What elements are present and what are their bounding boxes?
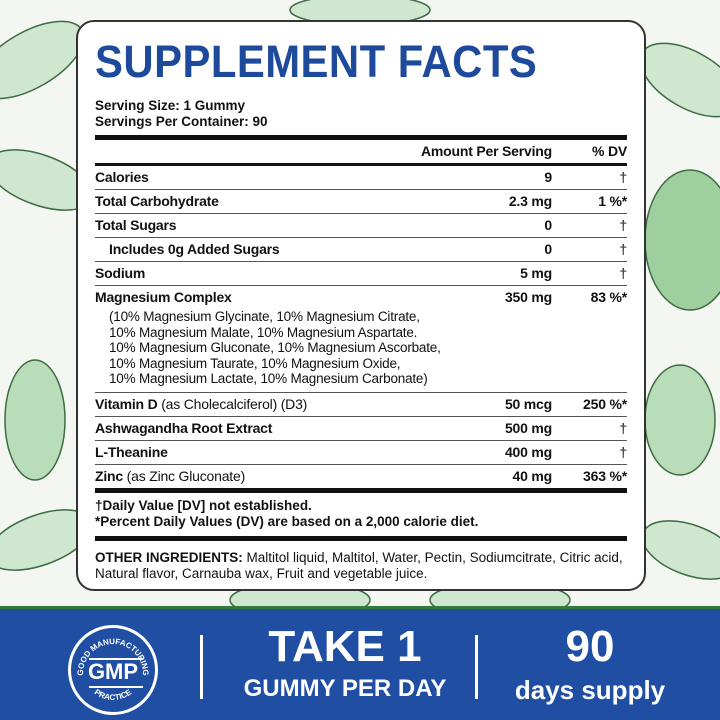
amount: 2.3 mg: [508, 193, 552, 209]
nutrient-detail: (as Cholecalciferol) (D3): [157, 395, 308, 412]
svg-text:PRACTICE: PRACTICE: [93, 687, 134, 702]
magnesium-line: 10% Magnesium Malate, 10% Magnesium Aspa…: [109, 324, 418, 340]
amount: 400 mg: [504, 443, 552, 460]
gummy-per-day-text: GUMMY PER DAY: [243, 675, 447, 702]
nutrient-name: Magnesium Complex: [95, 289, 232, 305]
gmp-text: GMP: [87, 659, 139, 684]
days-number: 90: [565, 622, 615, 671]
nutrient-name: Vitamin D: [95, 395, 158, 412]
amount-header: Amount Per Serving: [421, 143, 552, 159]
amount: 40 mg: [512, 467, 553, 484]
other-ingredients: OTHER INGREDIENTS: Maltitol liquid, Malt…: [95, 541, 627, 582]
table-row: Ashwagandha Root Extract 500 mg †: [95, 417, 627, 440]
daily-value: †: [619, 443, 627, 460]
daily-value: †: [619, 241, 627, 257]
nutrient-name: Sodium: [95, 265, 146, 281]
magnesium-line: 10% Magnesium Gluconate, 10% Magnesium A…: [109, 340, 441, 355]
table-row: Magnesium Complex 350 mg 83 %*: [95, 286, 627, 309]
supplement-facts-panel: SUPPLEMENT FACTS Serving Size: 1 Gummy S…: [76, 20, 646, 591]
table-row: Sodium 5 mg †: [95, 262, 627, 285]
servings-per-container: Servings Per Container: 90: [95, 114, 268, 129]
daily-value: 1 %*: [598, 193, 627, 209]
table-row: Includes 0g Added Sugars 0 †: [95, 238, 627, 261]
dv-header: % DV: [592, 143, 627, 159]
other-ingredients-text: Maltitol liquid, Maltitol, Water, Pectin…: [95, 549, 623, 581]
daily-value: †: [619, 419, 627, 436]
magnesium-line: 10% Magnesium Lactate, 10% Magnesium Car…: [109, 371, 428, 386]
nutrient-name: L-Theanine: [95, 443, 168, 460]
daily-value: 363 %*: [583, 467, 627, 484]
nutrient-detail: (as Zinc Gluconate): [122, 467, 246, 484]
gmp-badge: GOOD MANUFACTURING PRACTICE GMP: [68, 625, 158, 715]
serving-size: Serving Size: 1 Gummy: [95, 98, 246, 113]
table-row: L-Theanine 400 mg †: [95, 441, 627, 464]
daily-value: 250 %*: [583, 395, 627, 412]
nutrient-name: Zinc: [95, 467, 123, 484]
daily-value: †: [619, 265, 627, 281]
leaf-background: [0, 0, 720, 606]
table-row: Zinc (as Zinc Gluconate) 40 mg 363 %*: [95, 465, 627, 488]
amount: 500 mg: [504, 419, 552, 436]
table-row: Vitamin D (as Cholecalciferol) (D3) 50 mc…: [95, 393, 627, 416]
table-row: Calories 9 †: [95, 166, 627, 189]
table-header: Amount Per Serving % DV: [95, 140, 627, 163]
usage-banner: GOOD MANUFACTURING PRACTICE GMP TAKE 1 G…: [0, 606, 720, 720]
amount: 0: [544, 241, 552, 257]
nutrient-name: Ashwagandha Root Extract: [95, 419, 273, 436]
footnote-asterisk: *Percent Daily Values (DV) are based on …: [95, 513, 479, 529]
page-title: SUPPLEMENT FACTS: [95, 36, 538, 87]
nutrient-name: Total Sugars: [95, 217, 177, 233]
days-supply-text: days supply: [514, 675, 666, 705]
nutrient-name: Includes 0g Added Sugars: [109, 241, 280, 257]
other-ingredients-label: OTHER INGREDIENTS:: [95, 549, 243, 565]
magnesium-line: (10% Magnesium Glycinate, 10% Magnesium …: [109, 309, 420, 324]
amount: 50 mcg: [504, 395, 552, 412]
daily-value: 83 %*: [590, 289, 628, 305]
amount: 5 mg: [520, 265, 552, 281]
daily-value: †: [619, 169, 627, 185]
table-row: Total Sugars 0 †: [95, 214, 627, 237]
daily-value: †: [619, 217, 627, 233]
footnote-dagger: †Daily Value [DV] not established.: [95, 497, 312, 513]
magnesium-line: 10% Magnesium Taurate, 10% Magnesium Oxi…: [109, 355, 401, 371]
table-row: Total Carbohydrate 2.3 mg 1 %*: [95, 190, 627, 213]
nutrient-name: Total Carbohydrate: [95, 193, 219, 209]
take-1-text: TAKE 1: [268, 622, 422, 671]
amount: 350 mg: [504, 289, 552, 305]
amount: 9: [544, 169, 552, 185]
magnesium-breakdown: (10% Magnesium Glycinate, 10% Magnesium …: [95, 309, 627, 392]
nutrient-name: Calories: [95, 169, 149, 185]
footnotes: †Daily Value [DV] not established. *Perce…: [95, 493, 627, 536]
amount: 0: [544, 217, 552, 233]
